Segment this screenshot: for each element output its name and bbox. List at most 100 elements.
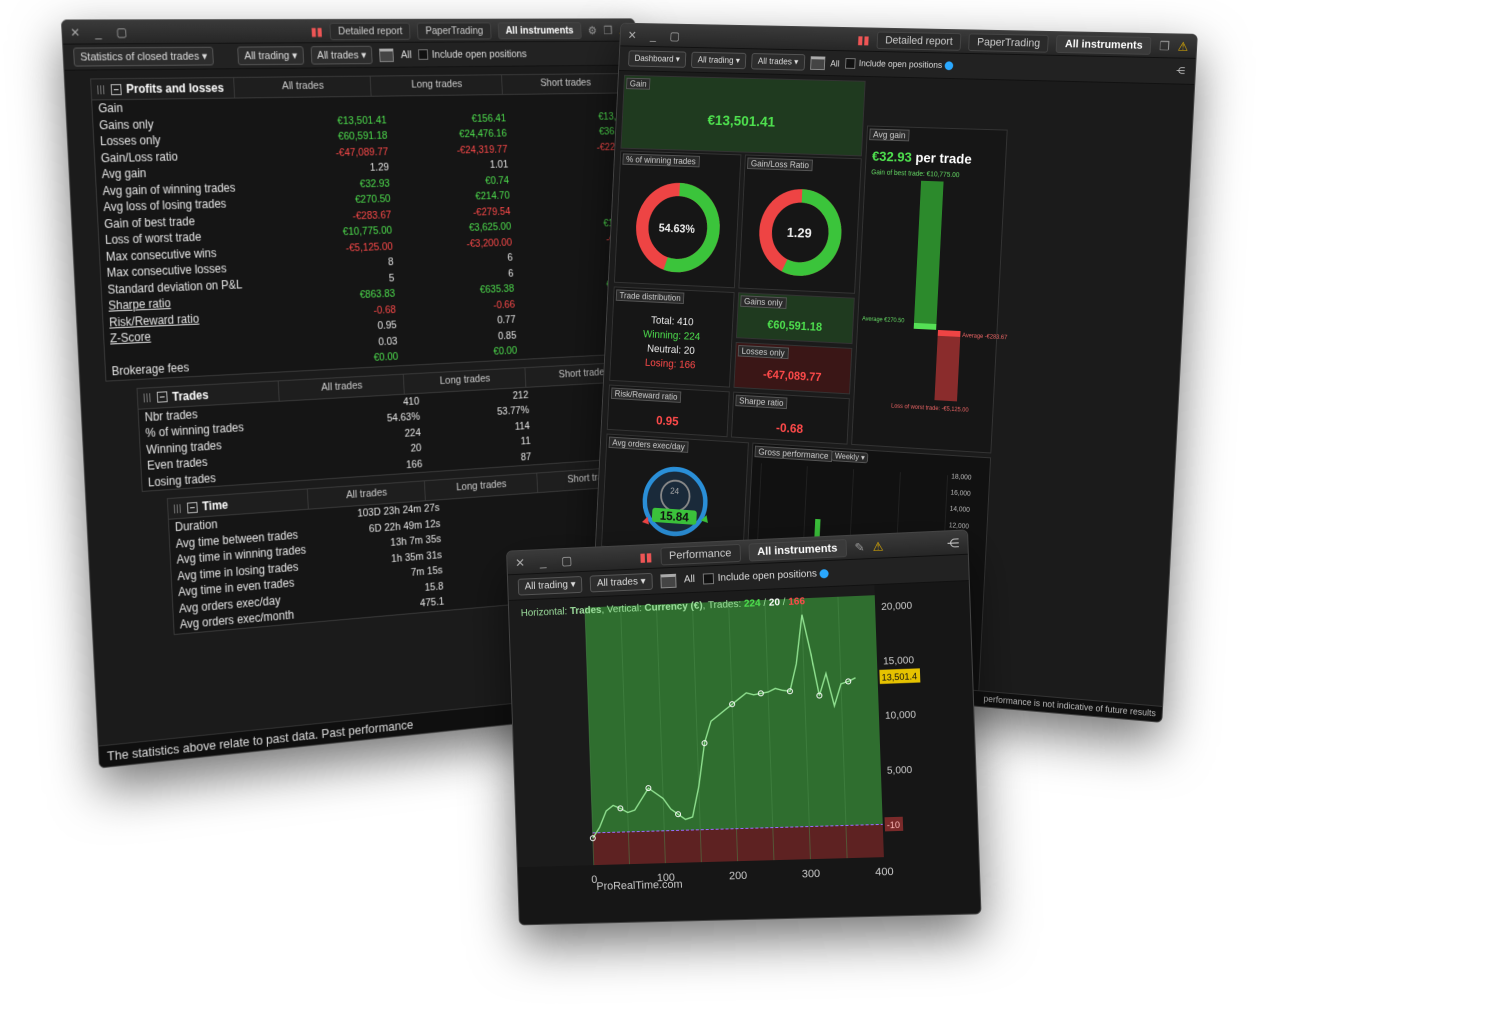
avg-win-caption: Average €270.50 bbox=[861, 316, 905, 325]
filter-trades-select[interactable]: All trades bbox=[589, 572, 653, 593]
instruments-dropdown[interactable]: All instruments bbox=[497, 21, 582, 39]
row-value: -€279.54 bbox=[472, 205, 511, 219]
gain-tile: Gain €13,501.41 bbox=[620, 74, 866, 157]
avg-gain-value: €32.93 bbox=[871, 147, 913, 165]
row-value: €270.50 bbox=[354, 193, 391, 207]
filter-trades-select[interactable]: All trades bbox=[751, 53, 806, 71]
instruments-dropdown[interactable]: All instruments bbox=[747, 538, 847, 562]
calendar-icon[interactable] bbox=[809, 55, 826, 70]
profit-zone bbox=[584, 595, 883, 833]
include-open-checkbox[interactable]: Include open positions bbox=[844, 58, 954, 71]
instruments-dropdown[interactable]: All instruments bbox=[1055, 34, 1152, 55]
tab-paper-trading[interactable]: PaperTrading bbox=[968, 32, 1050, 53]
tools-icon[interactable]: ✎ bbox=[854, 539, 865, 555]
row-value: 1.01 bbox=[489, 159, 509, 171]
collapse-icon[interactable] bbox=[186, 501, 198, 513]
trade-point bbox=[729, 701, 736, 708]
rr-tile: Risk/Reward ratio 0.95 bbox=[606, 384, 730, 438]
collapse-icon[interactable] bbox=[110, 83, 122, 95]
include-open-checkbox[interactable]: Include open positions bbox=[418, 48, 527, 60]
warning-icon[interactable]: ⚠ bbox=[872, 538, 884, 554]
calendar-icon[interactable] bbox=[660, 573, 677, 588]
row-value bbox=[449, 515, 550, 523]
gain-label[interactable]: Gain bbox=[626, 77, 651, 90]
tab-detailed-report[interactable]: Detailed report bbox=[329, 22, 411, 40]
gains-only-label[interactable]: Gains only bbox=[740, 295, 787, 309]
window-controls-icon[interactable]: ✕ _ ▢ bbox=[627, 28, 686, 43]
x-axis-band bbox=[517, 854, 982, 926]
period-label[interactable]: All bbox=[683, 573, 696, 586]
row-value: -€47,089.77 bbox=[335, 146, 389, 159]
profits-title: Profits and losses bbox=[125, 81, 225, 97]
gains-only-tile: Gains only €60,591.18 bbox=[735, 292, 855, 345]
info-icon[interactable] bbox=[819, 568, 830, 579]
info-icon[interactable] bbox=[944, 61, 954, 71]
warning-icon[interactable]: ⚠ bbox=[1177, 38, 1189, 54]
row-label bbox=[105, 347, 283, 356]
tab-detailed-report[interactable]: Detailed report bbox=[876, 31, 962, 51]
include-open-checkbox[interactable]: Include open positions bbox=[702, 568, 830, 585]
share-icon[interactable]: ⋲ bbox=[1175, 65, 1186, 76]
row-value: €3,625.00 bbox=[468, 221, 512, 234]
row-label: Gain bbox=[98, 101, 124, 116]
settings-icon[interactable]: ⚙ bbox=[587, 23, 598, 37]
copy-icon[interactable]: ❐ bbox=[603, 23, 613, 37]
row-value bbox=[448, 500, 549, 507]
row-value: €0.74 bbox=[485, 174, 510, 187]
filter-trades-select[interactable]: All trades bbox=[310, 45, 373, 65]
drag-handle-icon[interactable] bbox=[143, 393, 153, 403]
row-value: €24,476.16 bbox=[458, 128, 508, 141]
last-value-tag-bg bbox=[879, 668, 921, 684]
row-value bbox=[514, 101, 629, 103]
row-value: 1.29 bbox=[369, 161, 390, 174]
view-select[interactable]: Statistics of closed trades bbox=[73, 46, 215, 67]
avg-gain-label[interactable]: Avg gain bbox=[869, 128, 910, 142]
performance-watermark: ProRealTime.com bbox=[596, 878, 683, 893]
avg-loss-caption: Average -€283.67 bbox=[962, 333, 1008, 342]
losses-only-label[interactable]: Losses only bbox=[737, 344, 789, 360]
row-value: €32.93 bbox=[359, 177, 391, 191]
view-select[interactable]: Dashboard bbox=[628, 50, 687, 68]
y-tick-label: 5,000 bbox=[887, 765, 913, 777]
performance-chart: 0 100 200 300 400 5,000 10,000 15,000 20,000 13,5… bbox=[517, 580, 982, 926]
row-value: -€283.67 bbox=[352, 209, 392, 223]
y-tick-label: 14,000 bbox=[949, 506, 970, 514]
collapse-icon[interactable] bbox=[156, 391, 168, 403]
stats-titlebar: ✕ _ ▢ ▮▮ Detailed report PaperTrading Al… bbox=[61, 19, 636, 45]
sharpe-tile: Sharpe ratio -0.68 bbox=[731, 391, 850, 445]
tab-paper-trading[interactable]: PaperTrading bbox=[417, 21, 492, 40]
losses-only-value: -€47,089.77 bbox=[762, 367, 822, 385]
window-controls-icon[interactable]: ✕ _ ▢ bbox=[69, 24, 134, 40]
avg-gain-suffix: per trade bbox=[915, 149, 973, 167]
filter-trading-select[interactable]: All trading bbox=[690, 51, 747, 70]
period-label[interactable]: All bbox=[830, 58, 840, 69]
calendar-icon[interactable] bbox=[379, 48, 395, 62]
gl-ratio-tile: Gain/Loss Ratio 1.29 bbox=[738, 154, 861, 294]
filter-trading-select[interactable]: All trading bbox=[517, 575, 583, 596]
rr-label[interactable]: Risk/Reward ratio bbox=[610, 387, 682, 403]
y-tick-label: 20,000 bbox=[881, 600, 913, 613]
column-header-all: All trades bbox=[233, 76, 371, 98]
distribution-label[interactable]: Trade distribution bbox=[615, 289, 685, 305]
row-value: €13,501.41 bbox=[337, 114, 387, 127]
sharpe-label[interactable]: Sharpe ratio bbox=[735, 394, 788, 410]
zero-tag-bg bbox=[884, 816, 904, 832]
drag-handle-icon[interactable] bbox=[173, 503, 183, 513]
copy-icon[interactable]: ❐ bbox=[1158, 38, 1171, 53]
row-value bbox=[395, 103, 514, 105]
loss-zone bbox=[592, 824, 884, 866]
best-trade-bar bbox=[913, 180, 944, 328]
period-label[interactable]: All bbox=[400, 48, 412, 61]
window-controls-icon[interactable]: ✕ _ ▢ bbox=[514, 552, 579, 570]
profits-title-cell[interactable]: Profits and losses bbox=[91, 78, 234, 99]
tab-performance[interactable]: Performance bbox=[659, 543, 741, 565]
filter-trading-select[interactable]: All trading bbox=[237, 46, 305, 66]
orders-value: 15.84 bbox=[651, 507, 697, 525]
y-tick-label: 18,000 bbox=[951, 473, 972, 481]
legend-trades: Trades: bbox=[707, 598, 742, 612]
drag-handle-icon[interactable] bbox=[97, 84, 107, 94]
share-icon[interactable]: ⋲ bbox=[946, 535, 960, 551]
x-tick-label: 100 bbox=[657, 872, 675, 885]
report-icon: ▮▮ bbox=[639, 549, 653, 564]
losses-only-tile: Losses only -€47,089.77 bbox=[733, 341, 853, 395]
